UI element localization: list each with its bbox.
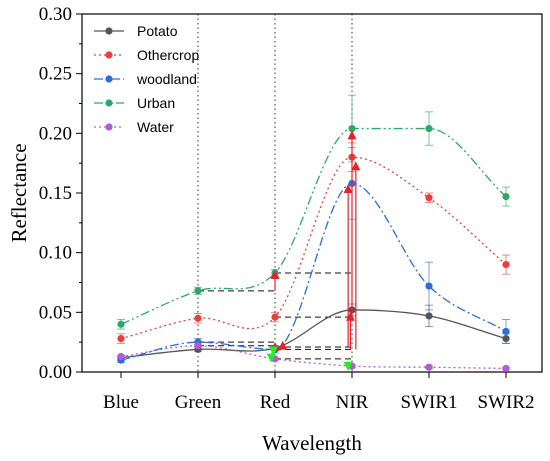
series-line-urban [120,127,507,325]
y-tick-label: 0.15 [39,183,72,204]
series-lines [120,127,507,370]
y-tick-label: 0.30 [39,4,72,25]
legend-label: Urban [137,95,175,111]
legend-label: Othercrop [137,47,199,63]
data-point-urban [425,124,433,133]
legend-swatch-marker [105,99,113,107]
data-point-woodland [502,327,510,336]
legend-label: Potato [137,23,178,39]
data-point-othercrop [425,194,433,202]
up-arrow-head-3 [347,130,357,140]
up-arrow-head-2 [345,311,355,321]
data-point-othercrop [117,334,125,343]
legend-swatch-marker [105,51,113,59]
data-point-othercrop [502,261,510,269]
annotation-arrows [266,130,361,372]
error-bars [117,94,510,371]
small-up-arrow-0 [278,340,288,350]
series-line-woodland [120,182,507,361]
x-tick-label: Red [260,392,291,413]
data-point-water [502,364,510,373]
legend-swatch-marker [105,75,113,83]
data-point-urban [117,320,125,328]
up-arrow-head-1 [343,184,353,194]
data-point-othercrop [194,314,202,322]
data-point-potato [502,334,510,343]
data-point-water [194,342,202,350]
legend-label: Water [137,119,174,135]
x-tick-label: NIR [336,392,369,413]
x-tick-label: SWIR1 [401,392,458,413]
series-line-othercrop [120,156,507,340]
up-arrow-head-0 [270,269,280,279]
legend: Potato Othercrop woodland Urban Water [94,23,199,135]
y-tick-label: 0.10 [39,243,72,264]
y-tick-label: 0.20 [39,123,72,144]
data-point-woodland [425,282,433,290]
x-tick-label: Blue [103,392,139,413]
y-tick-label: 0.05 [39,302,72,323]
data-point-urban [502,192,510,201]
y-tick-label: 0.00 [39,362,72,383]
data-point-water [117,352,125,361]
x-axis-ticks: Blue Green Red NIR SWIR1 SWIR2 [103,372,535,413]
x-tick-label: Green [175,392,222,413]
legend-label: woodland [136,71,197,87]
legend-swatch-marker [105,123,113,131]
data-point-urban [194,287,202,295]
y-axis-ticks: 0.00 0.05 0.10 0.15 0.20 0.25 0.30 [39,4,82,383]
data-point-othercrop [271,313,279,321]
down-arrow-2 [343,362,353,372]
data-point-potato [425,312,433,320]
x-axis-title: Wavelength [262,431,362,455]
legend-swatch-marker [105,27,113,35]
data-point-water [425,363,433,371]
data-point-urban [348,124,356,133]
data-points [117,124,510,373]
x-tick-label: SWIR2 [478,392,535,413]
series-line-potato [120,309,507,359]
series-line-water [120,345,507,370]
down-arrow-1 [268,346,278,356]
up-arrow-head-4 [351,161,361,171]
y-tick-label: 0.25 [39,64,72,85]
down-arrow-0 [266,353,276,363]
y-axis-title: Reflectance [7,143,31,242]
